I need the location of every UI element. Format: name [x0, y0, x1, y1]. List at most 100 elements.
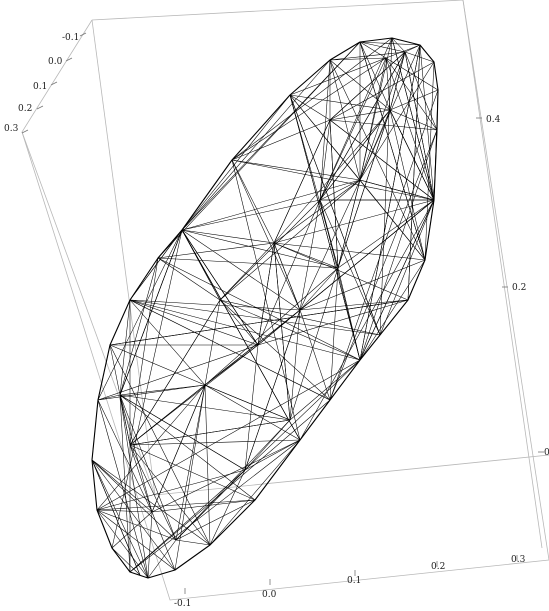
right-axis: 0.4 0.2 0 [476, 115, 549, 458]
mesh-edge [157, 257, 221, 301]
mesh-edge [407, 44, 421, 301]
mesh-edge [129, 299, 301, 311]
left-axis-tick [50, 81, 58, 86]
mesh-edge [151, 511, 176, 571]
mesh-edge [181, 94, 291, 231]
mesh-edge [209, 439, 301, 546]
mesh-edge [289, 267, 339, 421]
mesh-edge [337, 109, 391, 269]
mesh-edge [299, 179, 361, 311]
mesh-edge [244, 359, 361, 471]
mesh-edge [147, 511, 153, 579]
mesh-edge [119, 394, 131, 446]
mesh-edge [359, 41, 421, 46]
mesh-edge [96, 509, 149, 579]
mesh-edge [329, 109, 391, 121]
mesh-edge [424, 61, 435, 261]
bottom-axis-tick-label: 0.0 [262, 590, 277, 600]
mesh-edge [359, 41, 426, 261]
mesh-edge [391, 37, 435, 201]
wireframe-mesh [91, 37, 439, 579]
mesh-edge [359, 179, 435, 201]
mesh-edge [329, 51, 406, 121]
mesh-edge [389, 109, 426, 261]
mesh-edge [231, 159, 361, 181]
mesh-edge [379, 37, 393, 336]
mesh-edge [231, 37, 393, 161]
right-axis-tick-label: 0 [544, 448, 549, 458]
mesh-edge [319, 59, 331, 201]
mesh-edge [119, 394, 177, 541]
mesh-edge [359, 259, 426, 361]
bounding-box [21, 0, 549, 601]
mesh-edge [129, 299, 331, 401]
mesh-edge [319, 51, 406, 201]
mesh-edge [219, 299, 259, 346]
mesh-edge [219, 299, 361, 361]
mesh-edge [257, 299, 409, 346]
mesh-edge [319, 57, 387, 201]
mesh-edge [181, 199, 321, 231]
bottom-axis-tick-label: -0.1 [174, 599, 191, 609]
mesh-edge [244, 344, 259, 471]
mesh-edge [181, 229, 259, 346]
mesh-edge [97, 399, 149, 579]
mesh-edge [359, 57, 387, 181]
mesh-edge [129, 344, 259, 446]
mesh-edge [91, 459, 149, 579]
mesh-edge [391, 37, 406, 53]
mesh-edge [96, 509, 176, 571]
mesh-edge [273, 242, 426, 261]
mesh-edge [359, 44, 421, 181]
mesh-edge [219, 242, 275, 301]
mesh-edge [299, 309, 331, 401]
mesh-edge [96, 509, 153, 513]
mesh-edge [181, 41, 361, 231]
left-axis: -0.1 0.0 0.1 0.2 0.3 [4, 32, 87, 134]
mesh-edge [129, 229, 183, 301]
mesh-edge [273, 109, 391, 244]
mesh-edge [329, 89, 439, 401]
mesh-edge [404, 51, 435, 201]
mesh-edge [219, 299, 381, 336]
mesh-edge [359, 41, 406, 53]
mesh-edge [111, 511, 153, 549]
mesh-edge [129, 299, 361, 361]
mesh-edge [273, 242, 339, 269]
mesh-edge [231, 159, 301, 441]
mesh-edge [299, 299, 409, 311]
mesh-edge [119, 229, 183, 396]
mesh-edge [299, 267, 339, 311]
mesh-edge [329, 57, 387, 61]
mesh-edge [289, 94, 426, 261]
left-axis-tick [65, 57, 73, 62]
mesh-edge [289, 359, 361, 421]
right-axis-tick-label: 0.2 [512, 283, 526, 293]
left-axis-tick-label: 0.3 [4, 124, 19, 134]
mesh-edge [175, 539, 211, 546]
mesh-edge [129, 444, 211, 546]
mesh-edge [289, 94, 361, 361]
mesh-edge [97, 394, 121, 401]
mesh-edge [359, 109, 391, 181]
mesh-edge [129, 257, 159, 446]
mesh-edge [129, 299, 221, 446]
mesh-edge [119, 257, 159, 396]
mesh-edge [119, 299, 131, 396]
mesh-edge [204, 309, 301, 386]
mesh-edge [329, 119, 435, 201]
mesh-edge [157, 257, 339, 269]
mesh-edge [96, 499, 256, 511]
mesh-edge [119, 394, 246, 471]
mesh-edge [419, 44, 435, 201]
mesh-edge [175, 499, 256, 541]
mesh-edge [175, 384, 206, 541]
bottom-axis-tick-label: 0.2 [431, 562, 445, 572]
mesh-edge [204, 384, 291, 421]
mesh-edge [389, 51, 406, 111]
mesh-edge [389, 109, 435, 201]
mesh-edge [96, 509, 177, 541]
mesh-edge [329, 267, 339, 401]
mesh-edge [299, 199, 321, 311]
